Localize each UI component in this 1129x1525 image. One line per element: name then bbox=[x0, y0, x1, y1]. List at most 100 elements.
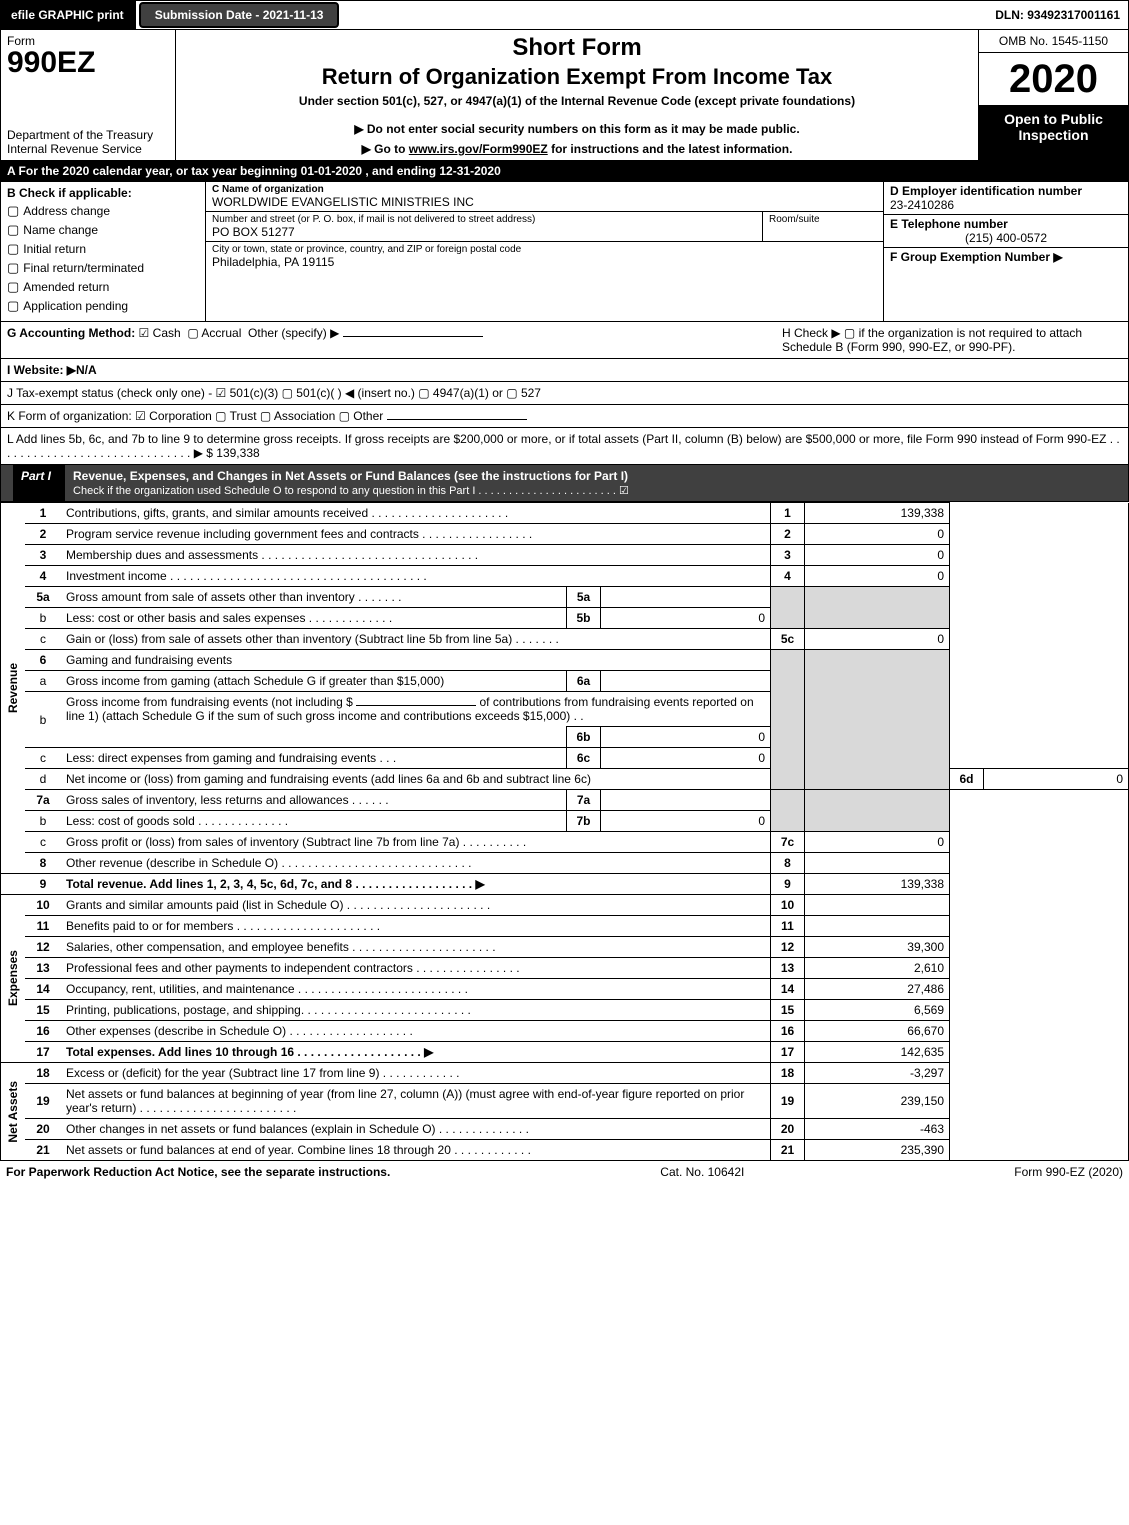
line-1: Revenue 1 Contributions, gifts, grants, … bbox=[1, 503, 1129, 524]
ln: b bbox=[25, 811, 61, 832]
ln: 1 bbox=[25, 503, 61, 524]
line-14: 14 Occupancy, rent, utilities, and maint… bbox=[1, 979, 1129, 1000]
desc: Gross income from fundraising events (no… bbox=[61, 692, 771, 727]
line-3: 3 Membership dues and assessments . . . … bbox=[1, 545, 1129, 566]
cb-label: Address change bbox=[23, 204, 110, 218]
subval bbox=[601, 671, 771, 692]
line-6d: d Net income or (loss) from gaming and f… bbox=[1, 769, 1129, 790]
subnum: 7b bbox=[567, 811, 601, 832]
desc: Net assets or fund balances at beginning… bbox=[61, 1084, 771, 1119]
ln: 16 bbox=[25, 1021, 61, 1042]
cb-final-return[interactable]: ▢Final return/terminated bbox=[7, 260, 199, 276]
desc: Less: cost or other basis and sales expe… bbox=[61, 608, 567, 629]
num: 16 bbox=[771, 1021, 805, 1042]
accrual-check[interactable]: ▢ bbox=[187, 326, 198, 340]
desc: Membership dues and assessments . . . . … bbox=[61, 545, 771, 566]
under-section-text: Under section 501(c), 527, or 4947(a)(1)… bbox=[184, 94, 970, 108]
desc: Less: cost of goods sold . . . . . . . .… bbox=[61, 811, 567, 832]
amt: 139,338 bbox=[805, 874, 950, 895]
ln: 12 bbox=[25, 937, 61, 958]
cash-label: Cash bbox=[153, 326, 181, 340]
amt bbox=[805, 895, 950, 916]
num: 15 bbox=[771, 1000, 805, 1021]
d-label: D Employer identification number bbox=[890, 184, 1122, 198]
cb-label: Application pending bbox=[23, 299, 128, 313]
amt: 6,569 bbox=[805, 1000, 950, 1021]
amt: 0 bbox=[805, 545, 950, 566]
irs-link[interactable]: www.irs.gov/Form990EZ bbox=[409, 142, 548, 156]
period-row: A For the 2020 calendar year, or tax yea… bbox=[0, 161, 1129, 182]
contrib-amount-input[interactable] bbox=[356, 705, 476, 706]
grey-cell bbox=[771, 587, 805, 629]
line-10: Expenses 10 Grants and similar amounts p… bbox=[1, 895, 1129, 916]
efile-print-button[interactable]: efile GRAPHIC print bbox=[1, 1, 136, 29]
section-bcdef: B Check if applicable: ▢Address change ▢… bbox=[0, 182, 1129, 322]
f-label: F Group Exemption Number ▶ bbox=[890, 250, 1122, 264]
desc: Printing, publications, postage, and shi… bbox=[61, 1000, 771, 1021]
right-info-column: D Employer identification number 23-2410… bbox=[883, 182, 1128, 321]
ln: 17 bbox=[25, 1042, 61, 1063]
goto-suffix: for instructions and the latest informat… bbox=[548, 142, 793, 156]
amt: 0 bbox=[805, 524, 950, 545]
line-5b: b Less: cost or other basis and sales ex… bbox=[1, 608, 1129, 629]
subnum: 5a bbox=[567, 587, 601, 608]
amt bbox=[805, 853, 950, 874]
num: 9 bbox=[771, 874, 805, 895]
ln: 19 bbox=[25, 1084, 61, 1119]
line-12: 12 Salaries, other compensation, and emp… bbox=[1, 937, 1129, 958]
cb-amended-return[interactable]: ▢Amended return bbox=[7, 279, 199, 295]
g-accounting-method: G Accounting Method: ☑ Cash ▢ Accrual Ot… bbox=[7, 326, 483, 340]
line-6c: c Less: direct expenses from gaming and … bbox=[1, 748, 1129, 769]
e-label: E Telephone number bbox=[890, 217, 1122, 231]
ein-value: 23-2410286 bbox=[890, 198, 1122, 212]
form-header: Form 990EZ Department of the Treasury In… bbox=[0, 30, 1129, 161]
ln: 15 bbox=[25, 1000, 61, 1021]
l-amount: $ 139,338 bbox=[206, 446, 259, 460]
subnum: 6a bbox=[567, 671, 601, 692]
cb-initial-return[interactable]: ▢Initial return bbox=[7, 241, 199, 257]
amt: 139,338 bbox=[805, 503, 950, 524]
desc: Other revenue (describe in Schedule O) .… bbox=[61, 853, 771, 874]
desc: Gross sales of inventory, less returns a… bbox=[61, 790, 567, 811]
line-21: 21 Net assets or fund balances at end of… bbox=[1, 1140, 1129, 1161]
amt: 2,610 bbox=[805, 958, 950, 979]
ln: 5a bbox=[25, 587, 61, 608]
ln: c bbox=[25, 748, 61, 769]
cb-label: Name change bbox=[23, 223, 98, 237]
cb-name-change[interactable]: ▢Name change bbox=[7, 222, 199, 238]
spacer bbox=[1, 874, 26, 895]
desc: Gross amount from sale of assets other t… bbox=[61, 587, 567, 608]
amt: 39,300 bbox=[805, 937, 950, 958]
cash-check[interactable]: ☑ bbox=[139, 326, 150, 340]
other-org-input[interactable] bbox=[387, 419, 527, 420]
c-label: C Name of organization bbox=[212, 184, 877, 195]
cb-application-pending[interactable]: ▢Application pending bbox=[7, 298, 199, 314]
expenses-vlabel: Expenses bbox=[1, 895, 26, 1063]
num: 1 bbox=[771, 503, 805, 524]
desc: Program service revenue including govern… bbox=[61, 524, 771, 545]
subval: 0 bbox=[601, 748, 771, 769]
d-ein-block: D Employer identification number 23-2410… bbox=[884, 182, 1128, 215]
amt: 0 bbox=[984, 769, 1129, 790]
ln: b bbox=[25, 692, 61, 748]
open-public-inspection: Open to Public Inspection bbox=[979, 105, 1128, 160]
desc: Benefits paid to or for members . . . . … bbox=[61, 916, 771, 937]
subval: 0 bbox=[601, 727, 771, 748]
line-9: 9 Total revenue. Add lines 1, 2, 3, 4, 5… bbox=[1, 874, 1129, 895]
submission-date-button[interactable]: Submission Date - 2021-11-13 bbox=[139, 2, 340, 28]
footer-right: Form 990-EZ (2020) bbox=[1014, 1165, 1123, 1179]
line-20: 20 Other changes in net assets or fund b… bbox=[1, 1119, 1129, 1140]
part1-sub: Check if the organization used Schedule … bbox=[73, 485, 629, 497]
city-label: City or town, state or province, country… bbox=[212, 244, 877, 255]
num: 3 bbox=[771, 545, 805, 566]
other-label: Other (specify) ▶ bbox=[248, 326, 339, 340]
other-specify-input[interactable] bbox=[343, 336, 483, 337]
checkbox-column: B Check if applicable: ▢Address change ▢… bbox=[1, 182, 206, 321]
subnum: 6b bbox=[567, 727, 601, 748]
num: 14 bbox=[771, 979, 805, 1000]
amt: 0 bbox=[805, 566, 950, 587]
cb-address-change[interactable]: ▢Address change bbox=[7, 203, 199, 219]
department-text: Department of the Treasury Internal Reve… bbox=[7, 128, 169, 156]
ln: d bbox=[25, 769, 61, 790]
footer-center: Cat. No. 10642I bbox=[660, 1165, 744, 1179]
